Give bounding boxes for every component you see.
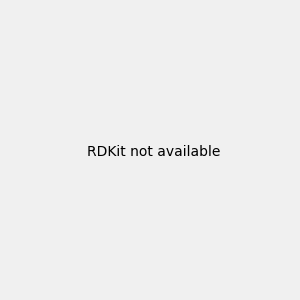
Text: RDKit not available: RDKit not available [87, 145, 220, 158]
